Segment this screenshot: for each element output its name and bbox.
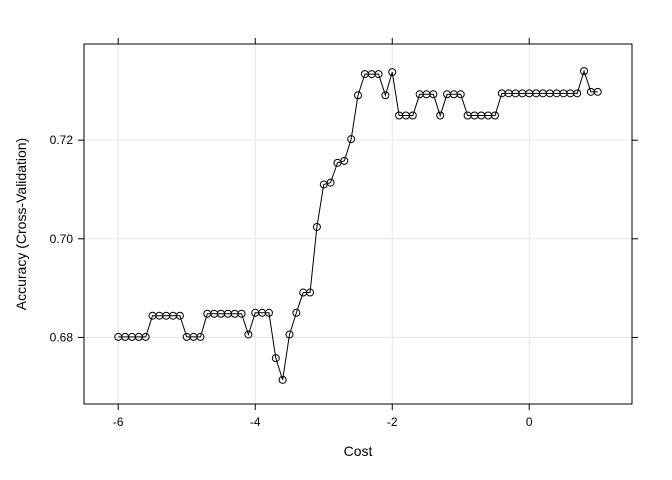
data-point bbox=[312, 222, 321, 231]
data-point bbox=[326, 178, 335, 187]
data-point bbox=[347, 135, 356, 144]
plot-panel bbox=[83, 43, 633, 405]
data-point bbox=[175, 311, 184, 320]
series-points bbox=[114, 67, 602, 384]
data-point bbox=[429, 90, 438, 99]
grid-lines bbox=[84, 44, 632, 404]
y-tick-label: 0.68 bbox=[50, 330, 74, 344]
axis-ticks bbox=[78, 38, 638, 410]
y-tick-label: 0.72 bbox=[50, 133, 74, 147]
data-point bbox=[244, 330, 253, 339]
x-tick-label: 0 bbox=[526, 415, 533, 429]
data-point bbox=[196, 332, 205, 341]
data-point bbox=[264, 308, 273, 317]
data-point bbox=[354, 91, 362, 100]
data-point bbox=[306, 288, 315, 297]
y-axis-title: Accuracy (Cross-Validation) bbox=[13, 138, 29, 310]
data-point bbox=[340, 156, 349, 165]
data-point bbox=[285, 330, 294, 339]
data-point bbox=[573, 89, 582, 98]
data-point bbox=[381, 91, 390, 100]
data-point bbox=[278, 375, 287, 384]
data-point bbox=[491, 111, 499, 120]
data-point bbox=[456, 90, 465, 99]
x-tick-label: -4 bbox=[250, 415, 261, 429]
y-tick-label: 0.70 bbox=[50, 232, 74, 246]
data-point bbox=[436, 111, 445, 120]
data-point bbox=[271, 354, 280, 363]
x-axis-title: Cost bbox=[344, 443, 373, 459]
data-point bbox=[374, 70, 383, 79]
axis-tick-labels: -6 -4 -2 0 0.68 0.70 0.72 bbox=[50, 133, 533, 429]
x-tick-label: -2 bbox=[387, 415, 398, 429]
x-tick-label: -6 bbox=[113, 415, 124, 429]
data-point bbox=[141, 332, 150, 341]
series-line bbox=[118, 69, 598, 380]
data-point bbox=[580, 67, 589, 76]
data-point bbox=[237, 309, 246, 318]
data-point bbox=[408, 111, 417, 120]
data-point bbox=[593, 87, 602, 96]
data-point bbox=[388, 68, 397, 77]
data-point bbox=[292, 308, 301, 317]
